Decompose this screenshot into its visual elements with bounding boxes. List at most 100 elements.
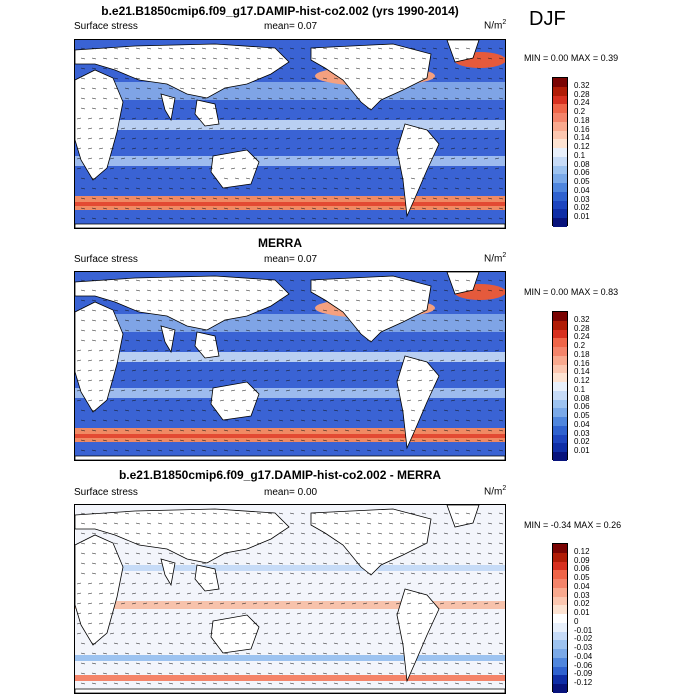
colorbar-swatch bbox=[553, 382, 567, 391]
colorbar-swatch bbox=[553, 614, 567, 623]
colorbar-swatch bbox=[553, 139, 567, 148]
colorbar-tick-label: 0.05 bbox=[574, 573, 590, 583]
continent-se-asia bbox=[194, 564, 220, 592]
colorbar-swatch bbox=[553, 561, 567, 571]
continent-north-america bbox=[310, 275, 432, 343]
colorbar-swatch bbox=[553, 148, 567, 157]
colorbar-swatch bbox=[553, 434, 567, 444]
colorbar-tick-label: 0.12 bbox=[574, 376, 590, 386]
colorbar-tick-label: 0.01 bbox=[574, 212, 590, 222]
colorbar-tick-label: 0.02 bbox=[574, 599, 590, 609]
colorbar-swatch bbox=[553, 408, 567, 417]
colorbar-swatch bbox=[553, 95, 567, 105]
colorbar-swatch bbox=[553, 104, 567, 113]
colorbar-tick-label: 0.2 bbox=[574, 341, 586, 351]
colorbar-tick-label: 0.12 bbox=[574, 546, 590, 556]
panel-1-units: N/m2 bbox=[484, 19, 507, 32]
colorbar-tick-label: 0.14 bbox=[574, 133, 590, 143]
colorbar-tick-label: 0.08 bbox=[574, 393, 590, 403]
colorbar-swatch bbox=[553, 113, 567, 122]
colorbar-swatch bbox=[553, 666, 567, 676]
colorbar-swatch bbox=[553, 596, 567, 606]
wind-vectors bbox=[76, 512, 504, 685]
colorbar-swatch bbox=[553, 552, 567, 562]
colorbar-swatch bbox=[553, 364, 567, 374]
panel-1-map bbox=[74, 39, 506, 229]
colorbar-tick-label: 0.04 bbox=[574, 185, 590, 195]
colorbar-tick-label: 0.06 bbox=[574, 564, 590, 574]
panel-2-units: N/m2 bbox=[484, 252, 507, 265]
colorbar-swatch bbox=[553, 443, 567, 452]
colorbar-tick-label: 0.05 bbox=[574, 177, 590, 187]
panel-2-minmax: MIN = 0.00 MAX = 0.83 bbox=[524, 287, 619, 297]
colorbar-swatch bbox=[553, 218, 567, 227]
colorbar-tick-label: -0.01 bbox=[574, 625, 593, 635]
colorbar-tick-label: 0.02 bbox=[574, 203, 590, 213]
colorbar-swatch bbox=[553, 191, 567, 201]
season-label: DJF bbox=[529, 8, 566, 30]
colorbar-tick-label: 0.24 bbox=[574, 332, 590, 342]
colorbar-tick-label: 0.14 bbox=[574, 367, 590, 377]
colorbar-tick-label: 0.06 bbox=[574, 168, 590, 178]
colorbar-tick-label: 0.02 bbox=[574, 437, 590, 447]
colorbar-swatch bbox=[553, 312, 567, 321]
colorbar-swatch bbox=[553, 121, 567, 131]
panel-3-colorbar bbox=[552, 543, 568, 693]
colorbar-tick-label: 0.18 bbox=[574, 115, 590, 125]
colorbar-tick-label: 0.12 bbox=[574, 142, 590, 152]
colorbar-swatch bbox=[553, 209, 567, 218]
colorbar-tick-label: 0.28 bbox=[574, 323, 590, 333]
continent-africa bbox=[75, 69, 124, 181]
colorbar-swatch bbox=[553, 355, 567, 365]
panel-3-minmax: MIN = -0.34 MAX = 0.26 bbox=[524, 520, 622, 530]
colorbar-tick-label: 0.18 bbox=[574, 349, 590, 359]
colorbar-swatch bbox=[553, 78, 567, 87]
colorbar-tick-label: -0.06 bbox=[574, 660, 593, 670]
wind-band bbox=[75, 314, 505, 332]
colorbar-tick-label: 0.05 bbox=[574, 411, 590, 421]
panel-3-variable-label: Surface stress bbox=[74, 487, 138, 498]
difference-band bbox=[75, 675, 505, 681]
panel-3-mean-value: 0.00 bbox=[297, 487, 318, 498]
wind-band bbox=[75, 352, 505, 362]
wind-band bbox=[75, 202, 505, 206]
colorbar-tick-label: 0.1 bbox=[574, 384, 586, 394]
colorbar-swatch bbox=[553, 174, 567, 183]
continent-india bbox=[160, 93, 176, 122]
panel-2-mean-value: 0.07 bbox=[297, 254, 318, 265]
colorbar-swatch bbox=[553, 649, 567, 658]
continent-europe-asia bbox=[75, 275, 290, 331]
colorbar-tick-label: 0.32 bbox=[574, 314, 590, 324]
colorbar-tick-label: 0.03 bbox=[574, 194, 590, 204]
continent-se-asia bbox=[194, 331, 220, 359]
continent-south-america bbox=[396, 588, 440, 683]
panel-1-variable-label: Surface stress bbox=[74, 21, 138, 32]
colorbar-swatch bbox=[553, 452, 567, 461]
continent-north-america bbox=[310, 43, 432, 111]
wind-band bbox=[75, 434, 505, 438]
colorbar-tick-label: 0.16 bbox=[574, 124, 590, 134]
continent-india bbox=[160, 558, 176, 587]
colorbar-swatch bbox=[553, 587, 567, 597]
panel-2-colorbar bbox=[552, 311, 568, 461]
colorbar-swatch bbox=[553, 684, 567, 693]
panel-2-mean-label: mean= 0.07 bbox=[264, 254, 318, 265]
colorbar-tick-label: 0.03 bbox=[574, 428, 590, 438]
continent-antarctica bbox=[75, 688, 505, 693]
colorbar-swatch bbox=[553, 390, 567, 400]
colorbar-swatch bbox=[553, 605, 567, 614]
continent-greenland bbox=[446, 40, 480, 63]
colorbar-swatch bbox=[553, 200, 567, 210]
colorbar-swatch bbox=[553, 675, 567, 684]
panel-1-minmax: MIN = 0.00 MAX = 0.39 bbox=[524, 53, 619, 63]
continent-europe-asia bbox=[75, 508, 290, 564]
colorbar-swatch bbox=[553, 165, 567, 175]
colorbar-swatch bbox=[553, 544, 567, 553]
colorbar-swatch bbox=[553, 338, 567, 347]
colorbar-swatch bbox=[553, 640, 567, 649]
panel-1-mean-value: 0.07 bbox=[297, 21, 318, 32]
wind-band bbox=[75, 388, 505, 398]
continent-africa bbox=[75, 534, 124, 646]
colorbar-tick-label: -0.02 bbox=[574, 634, 593, 644]
colorbar-tick-label: 0.04 bbox=[574, 419, 590, 429]
